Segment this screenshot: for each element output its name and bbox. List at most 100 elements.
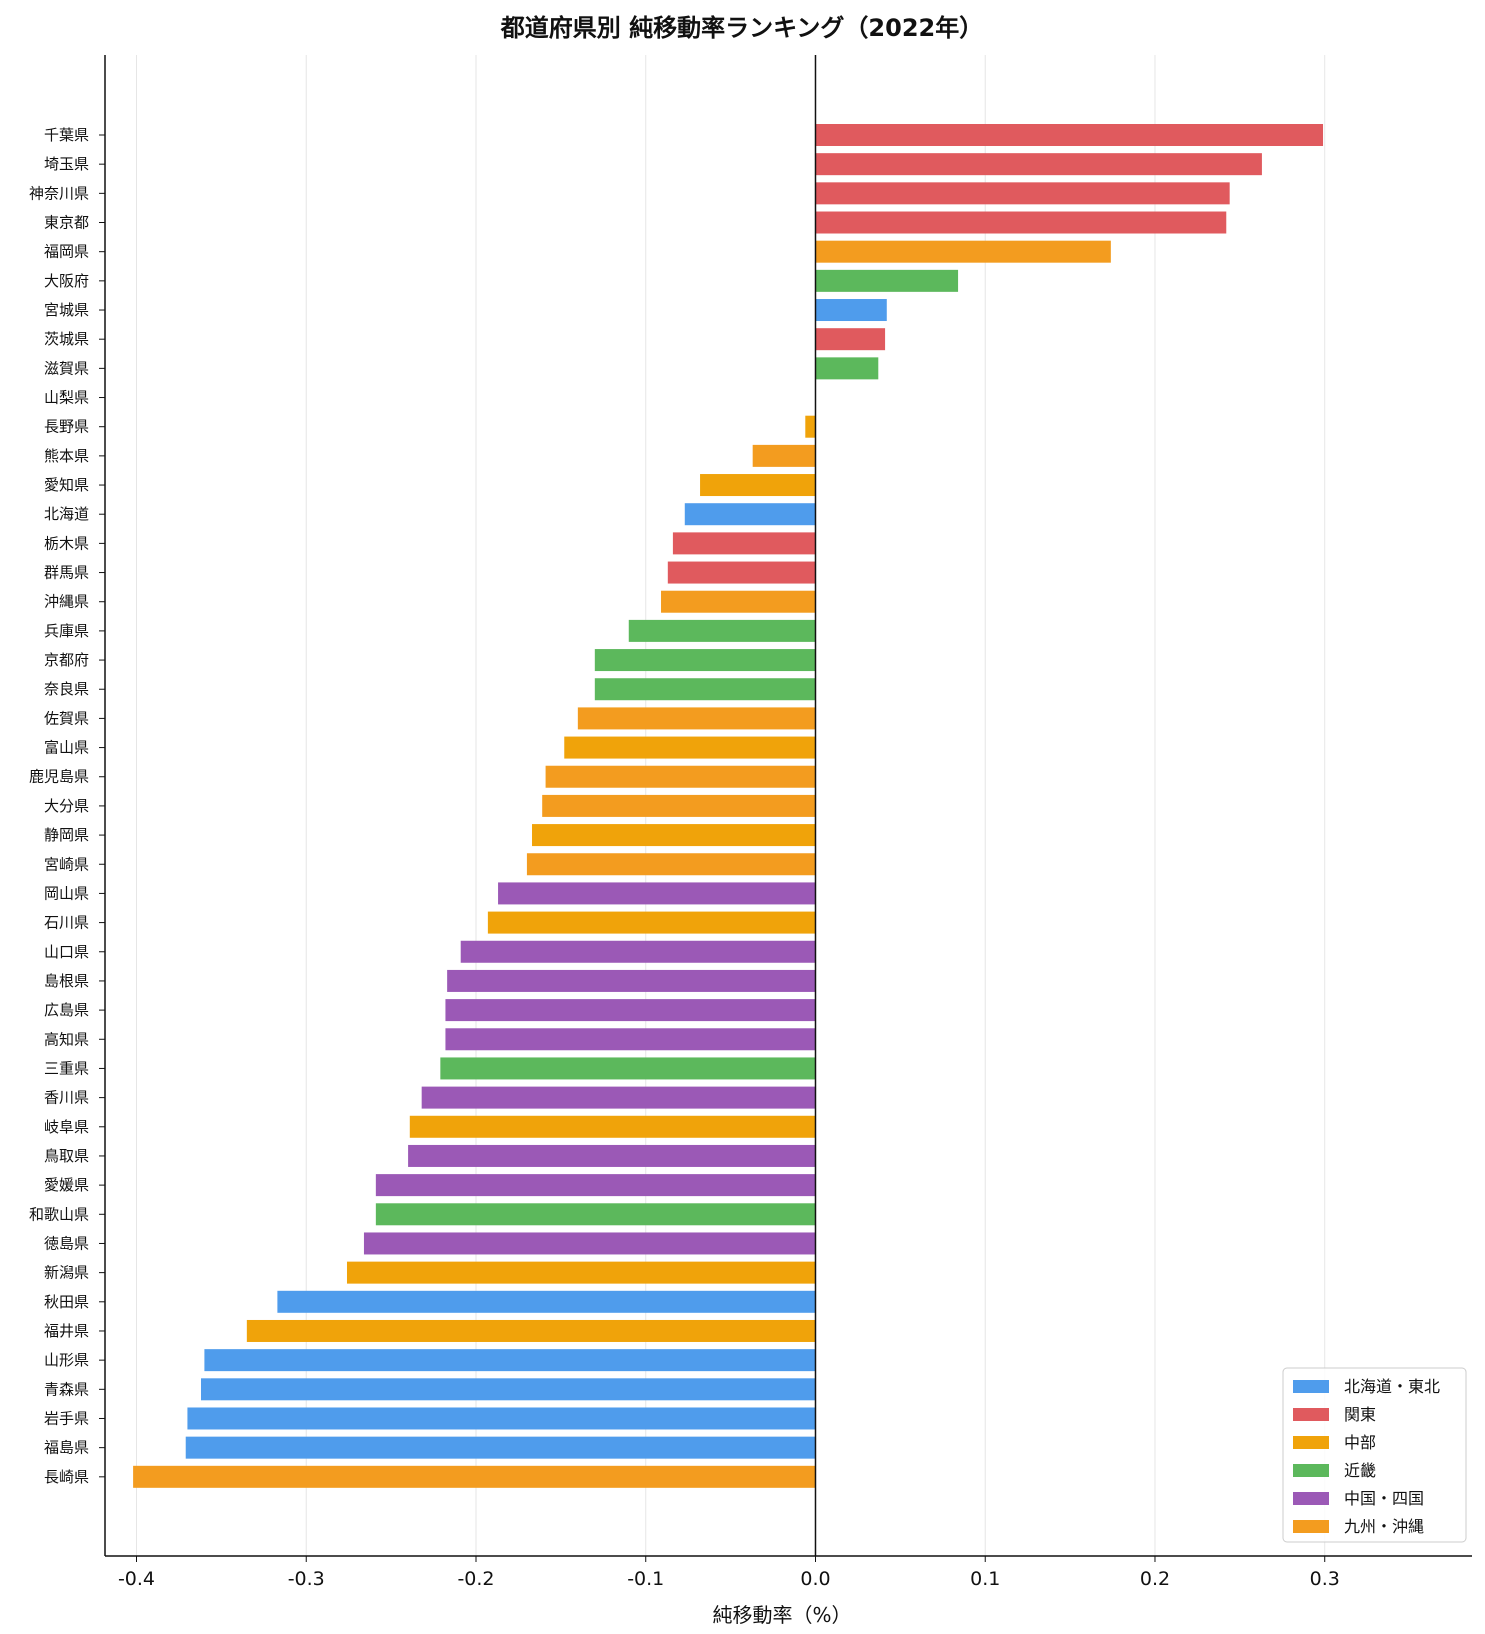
bar-23 bbox=[542, 794, 816, 817]
y-tick-label-23: 大分県 bbox=[44, 797, 89, 815]
bar-45 bbox=[185, 1436, 816, 1459]
bar-7 bbox=[815, 328, 886, 351]
y-tick-label-45: 福島県 bbox=[44, 1439, 89, 1457]
y-tick-label-29: 島根県 bbox=[44, 972, 89, 990]
bar-17 bbox=[628, 619, 816, 642]
legend-swatch-3 bbox=[1293, 1464, 1329, 1477]
y-tick-label-8: 滋賀県 bbox=[44, 359, 89, 377]
bar-13 bbox=[684, 503, 816, 526]
bar-5 bbox=[815, 269, 959, 292]
chart-title: 都道府県別 純移動率ランキング（2022年） bbox=[500, 14, 983, 42]
y-tick-label-44: 岩手県 bbox=[44, 1409, 89, 1427]
bar-30 bbox=[445, 999, 816, 1022]
legend-label-2: 中部 bbox=[1344, 1433, 1376, 1452]
y-tick-label-33: 香川県 bbox=[44, 1089, 89, 1107]
y-tick-label-32: 三重県 bbox=[44, 1059, 89, 1077]
legend-swatch-1 bbox=[1293, 1408, 1329, 1421]
y-tick-label-28: 山口県 bbox=[44, 943, 89, 961]
y-tick-label-31: 高知県 bbox=[44, 1030, 89, 1048]
bar-26 bbox=[498, 882, 816, 905]
bar-37 bbox=[375, 1203, 816, 1226]
y-tick-label-25: 宮崎県 bbox=[44, 855, 89, 873]
bar-24 bbox=[532, 824, 816, 847]
bar-10 bbox=[805, 415, 816, 438]
bar-18 bbox=[594, 649, 816, 672]
y-tick-label-4: 福岡県 bbox=[44, 243, 89, 261]
y-tick-label-24: 静岡県 bbox=[44, 826, 89, 844]
bar-8 bbox=[815, 357, 879, 380]
bar-16 bbox=[661, 590, 816, 613]
y-tick-label-40: 秋田県 bbox=[44, 1293, 89, 1311]
bar-12 bbox=[700, 474, 816, 497]
y-tick-label-41: 福井県 bbox=[44, 1322, 89, 1340]
bar-34 bbox=[409, 1115, 816, 1138]
bar-20 bbox=[577, 707, 816, 730]
y-tick-label-18: 京都府 bbox=[44, 651, 89, 669]
y-tick-label-12: 愛知県 bbox=[44, 476, 89, 494]
bars bbox=[133, 124, 1324, 1488]
bar-42 bbox=[204, 1349, 816, 1372]
bar-22 bbox=[545, 765, 816, 788]
legend-swatch-5 bbox=[1293, 1520, 1329, 1533]
bar-25 bbox=[526, 853, 816, 876]
y-tick-label-7: 茨城県 bbox=[44, 330, 89, 348]
y-tick-label-30: 広島県 bbox=[44, 1001, 89, 1019]
bar-36 bbox=[375, 1174, 816, 1197]
legend-swatch-0 bbox=[1293, 1380, 1329, 1393]
x-tick-label-2: -0.2 bbox=[457, 1568, 494, 1590]
x-tick-label-0: -0.4 bbox=[118, 1568, 155, 1590]
y-tick-label-22: 鹿児島県 bbox=[29, 768, 89, 786]
bar-31 bbox=[445, 1028, 816, 1051]
y-tick-label-17: 兵庫県 bbox=[44, 622, 89, 640]
x-tick-labels: -0.4 -0.3 -0.2 -0.1 0.0 0.1 0.2 0.3 bbox=[118, 1556, 1340, 1590]
x-axis-label: 純移動率（%） bbox=[712, 1603, 851, 1627]
y-tick-label-13: 北海道 bbox=[44, 505, 89, 523]
y-tick-label-15: 群馬県 bbox=[44, 564, 89, 582]
bar-2 bbox=[815, 182, 1230, 205]
y-tick-label-5: 大阪府 bbox=[44, 272, 89, 290]
bar-41 bbox=[246, 1319, 816, 1342]
y-tick-label-16: 沖縄県 bbox=[44, 593, 89, 611]
bar-15 bbox=[667, 561, 816, 584]
bar-19 bbox=[594, 678, 816, 701]
bar-44 bbox=[187, 1407, 816, 1430]
bar-46 bbox=[133, 1465, 816, 1488]
legend-swatch-2 bbox=[1293, 1436, 1329, 1449]
legend-label-5: 九州・沖縄 bbox=[1344, 1517, 1424, 1536]
bar-38 bbox=[363, 1232, 816, 1255]
x-tick-label-1: -0.3 bbox=[288, 1568, 325, 1590]
y-tick-label-37: 和歌山県 bbox=[29, 1205, 89, 1223]
x-tick-label-7: 0.3 bbox=[1310, 1568, 1340, 1590]
legend-label-0: 北海道・東北 bbox=[1344, 1377, 1440, 1396]
y-tick-label-11: 熊本県 bbox=[44, 447, 89, 465]
y-tick-label-3: 東京都 bbox=[44, 214, 89, 232]
bar-14 bbox=[672, 532, 816, 555]
bar-11 bbox=[752, 444, 816, 467]
bar-27 bbox=[487, 911, 816, 934]
bar-29 bbox=[447, 969, 816, 992]
y-tick-label-10: 長野県 bbox=[44, 418, 89, 436]
y-tick-label-34: 岐阜県 bbox=[44, 1118, 89, 1136]
y-tick-label-46: 長崎県 bbox=[44, 1468, 89, 1486]
x-tick-label-4: 0.0 bbox=[800, 1568, 830, 1590]
bar-40 bbox=[277, 1290, 816, 1313]
bar-35 bbox=[408, 1144, 816, 1167]
bar-33 bbox=[421, 1086, 816, 1109]
y-tick-label-26: 岡山県 bbox=[44, 884, 89, 902]
bar-4 bbox=[815, 240, 1111, 263]
y-tick-label-39: 新潟県 bbox=[44, 1264, 89, 1282]
legend-swatch-4 bbox=[1293, 1492, 1329, 1505]
y-tick-label-9: 山梨県 bbox=[44, 389, 89, 407]
bar-6 bbox=[815, 299, 887, 322]
bar-0 bbox=[815, 124, 1324, 146]
bar-28 bbox=[460, 940, 816, 963]
y-tick-label-42: 山形県 bbox=[44, 1351, 89, 1369]
y-tick-label-21: 富山県 bbox=[44, 739, 89, 757]
y-tick-label-1: 埼玉県 bbox=[44, 155, 89, 173]
y-tick-label-27: 石川県 bbox=[44, 914, 89, 932]
bar-3 bbox=[815, 211, 1227, 234]
y-tick-label-0: 千葉県 bbox=[44, 126, 89, 144]
bar-1 bbox=[815, 153, 1262, 176]
y-tick-label-14: 栃木県 bbox=[44, 534, 89, 552]
